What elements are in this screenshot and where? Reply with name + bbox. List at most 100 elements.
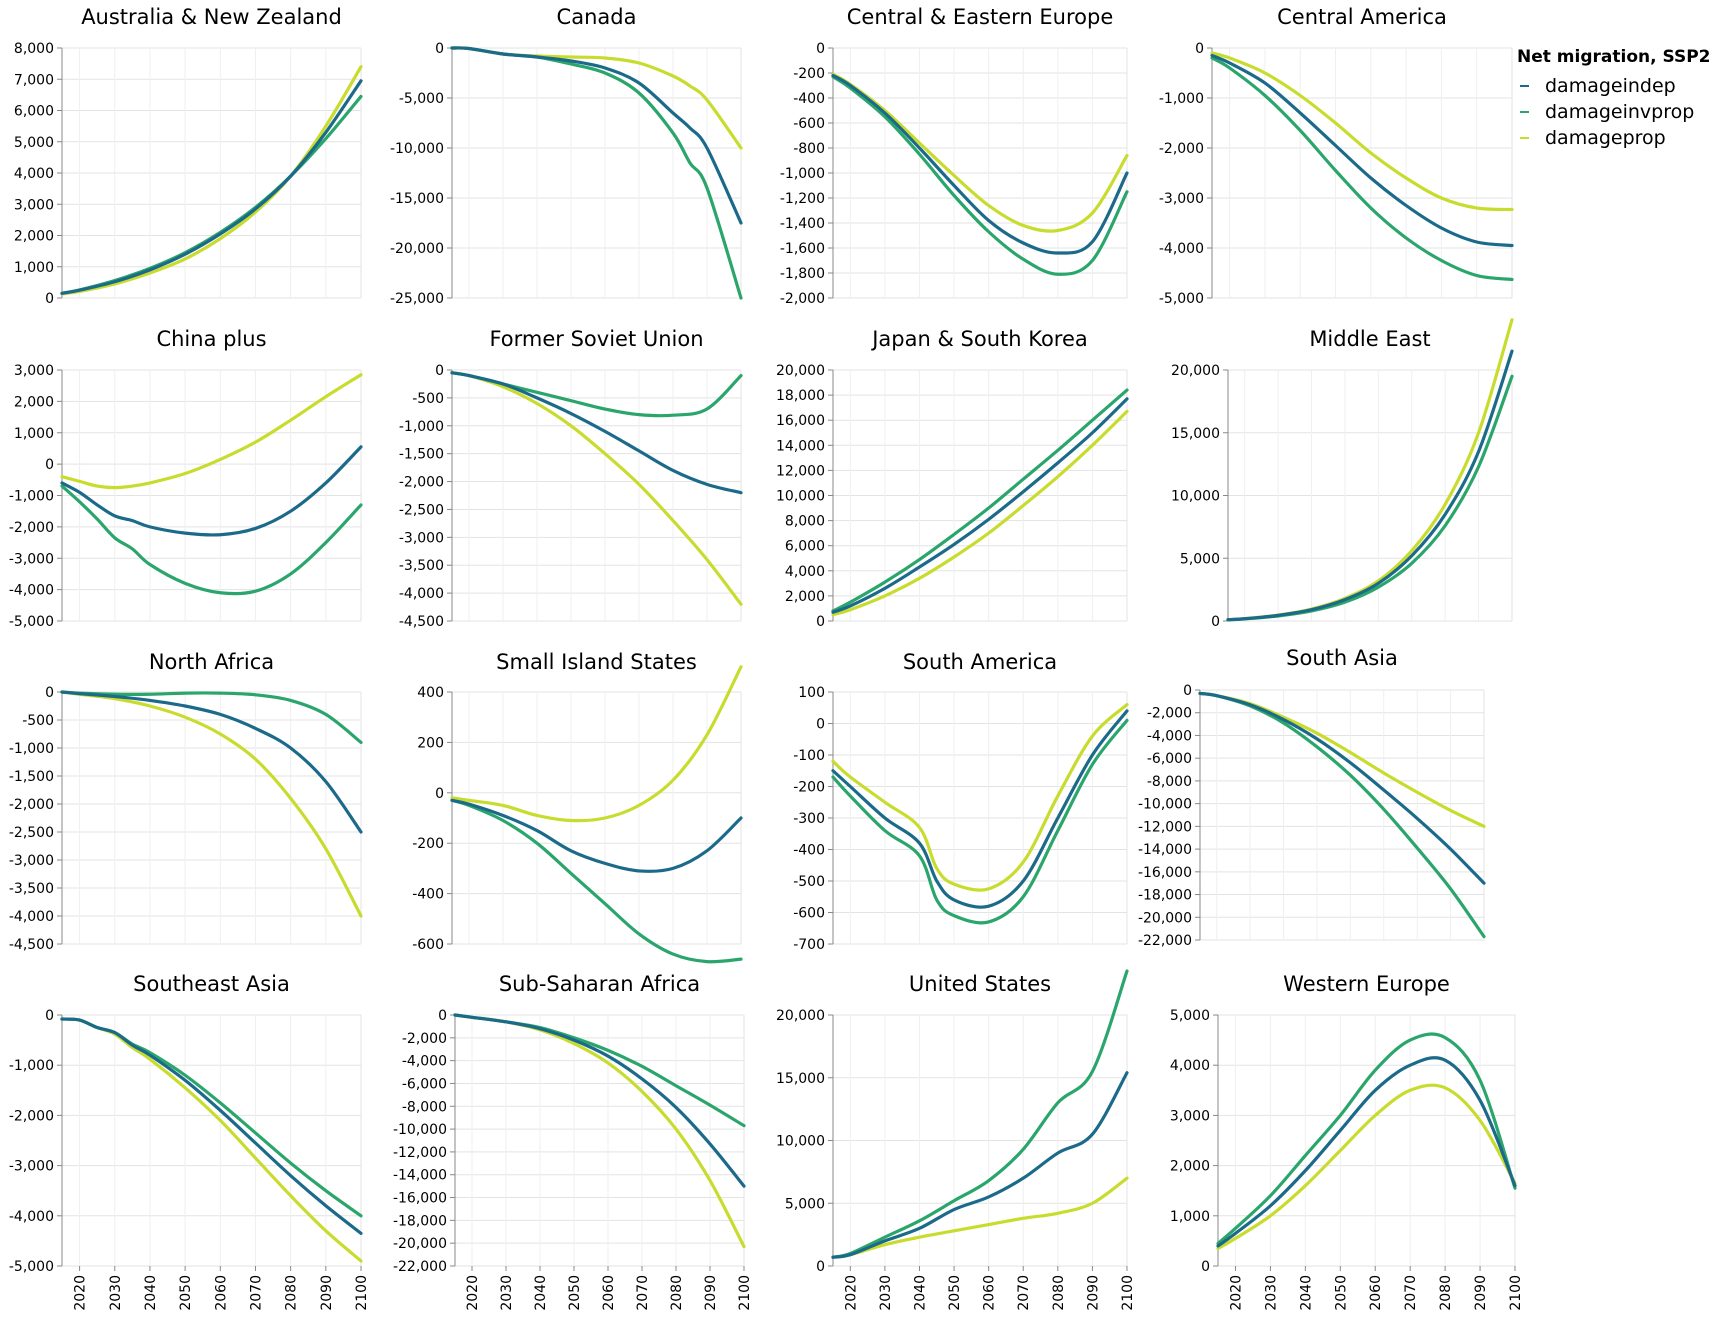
y-tick-label: 10,000 <box>776 489 825 505</box>
legend-label-damageprop: damageprop <box>1545 127 1666 149</box>
y-tick-label: -3,000 <box>399 530 444 546</box>
y-tick-label: -22,000 <box>1138 933 1192 949</box>
x-tick-label: 2100 <box>1508 1275 1524 1311</box>
panel-title: Japan & South Korea <box>870 327 1088 351</box>
y-tick-label: -10,000 <box>393 1122 447 1138</box>
series-line-damageinvprop <box>831 75 1129 276</box>
panel-title: Small Island States <box>496 650 697 674</box>
panel-central-and-eastern-europe: Central & Eastern Europe 0 -200 -400 -600 -80… <box>780 5 1129 307</box>
series-line-damageinvprop <box>450 798 743 964</box>
series-line-damageprop <box>831 703 1129 892</box>
y-tick-label: -1,800 <box>780 266 825 282</box>
y-tick-label: -3,000 <box>9 551 54 567</box>
legend-label-damageindep: damageindep <box>1545 75 1676 97</box>
y-tick-label: -20,000 <box>1138 910 1192 926</box>
y-tick-label: 1,000 <box>14 426 54 442</box>
y-tick-label: 18,000 <box>776 388 825 404</box>
y-tick-label: -14,000 <box>1138 842 1192 858</box>
y-tick-label: 0 <box>816 41 825 57</box>
panel-title: Australia & New Zealand <box>81 5 342 29</box>
y-tick-label: -6,000 <box>402 1076 447 1092</box>
panel-title: Southeast Asia <box>133 972 290 996</box>
legend-title: Net migration, SSP2 <box>1517 47 1711 67</box>
y-tick-label: -1,000 <box>399 419 444 435</box>
x-tick-label: 2030 <box>499 1275 515 1311</box>
panel-central-america: Central America 0 -1,000 -2,000 -3,000 -4,000… <box>1159 5 1514 307</box>
y-tick-label: -1,600 <box>780 241 825 257</box>
y-tick-label: 10,000 <box>776 1134 825 1150</box>
y-tick-label: 1,000 <box>1170 1209 1210 1225</box>
panel-former-soviet-union: Former Soviet Union 0 -500 -1,000 -1,500 -2,0… <box>399 327 743 630</box>
y-tick-label: 3,000 <box>14 197 54 213</box>
panel-japan-and-south-korea: Japan & South Korea 0 2,000 4,000 6,000 8,000… <box>776 327 1129 630</box>
y-tick-label: -1,000 <box>9 741 54 757</box>
series-line-damageinvprop <box>60 1017 363 1218</box>
y-tick-label: -10,000 <box>1138 797 1192 813</box>
y-tick-label: -3,500 <box>399 558 444 574</box>
y-tick-label: -1,500 <box>399 447 444 463</box>
panel-title: Central America <box>1277 5 1447 29</box>
series-line-damageprop <box>1216 1083 1517 1251</box>
y-tick-label: 0 <box>45 1008 54 1024</box>
y-tick-label: -500 <box>412 391 444 407</box>
series-line-damageinvprop <box>450 371 743 418</box>
x-tick-label: 2080 <box>284 1275 300 1311</box>
series-line-damageprop <box>60 65 363 296</box>
y-tick-label: 7,000 <box>14 72 54 88</box>
panel-north-africa: North Africa 0 -500 -1,000 -1,500 -2,000 -2,50… <box>9 650 363 953</box>
y-tick-label: -5,000 <box>1159 291 1204 307</box>
y-tick-label: 5,000 <box>785 1196 825 1212</box>
series-line-damageprop <box>60 1017 363 1263</box>
y-tick-label: -400 <box>793 843 825 859</box>
y-tick-label: -4,500 <box>9 937 54 953</box>
x-tick-label: 2070 <box>1403 1275 1419 1311</box>
series-line-damageindep <box>831 397 1129 614</box>
series-line-damageindep <box>60 445 363 537</box>
y-tick-label: 0 <box>45 457 54 473</box>
y-tick-label: -600 <box>412 937 444 953</box>
series-line-damageinvprop <box>453 1013 746 1128</box>
series-line-damageinvprop <box>450 46 743 300</box>
x-tick-label: 2040 <box>1298 1275 1314 1311</box>
y-tick-label: 3,000 <box>1170 1108 1210 1124</box>
y-tick-label: -300 <box>793 811 825 827</box>
series-line-damageinvprop <box>60 94 363 295</box>
y-tick-label: -1,400 <box>780 216 825 232</box>
x-tick-label: 2050 <box>567 1275 583 1311</box>
series-line-damageprop <box>1210 51 1514 212</box>
y-tick-label: 4,000 <box>1170 1058 1210 1074</box>
legend-label-damageinvprop: damageinvprop <box>1545 101 1694 123</box>
panel-title: Central & Eastern Europe <box>847 5 1114 29</box>
x-tick-label: 2020 <box>1228 1275 1244 1311</box>
panels: Australia & New Zealand 0 1,000 2,000 3,000 4… <box>9 5 1524 1311</box>
series-line-damageindep <box>831 73 1129 255</box>
panel-title: Canada <box>557 5 637 29</box>
y-tick-label: 2,000 <box>785 589 825 605</box>
y-tick-label: 0 <box>1183 683 1192 699</box>
y-tick-label: -12,000 <box>393 1145 447 1161</box>
y-tick-label: 6,000 <box>785 539 825 555</box>
y-tick-label: 6,000 <box>14 104 54 120</box>
y-tick-label: -8,000 <box>1147 774 1192 790</box>
y-tick-label: -10,000 <box>390 141 444 157</box>
y-tick-label: -2,000 <box>1147 706 1192 722</box>
x-tick-label: 2020 <box>843 1275 859 1311</box>
y-tick-label: -600 <box>793 116 825 132</box>
y-tick-label: 5,000 <box>14 135 54 151</box>
series-line-damageindep <box>450 798 743 873</box>
y-tick-label: 12,000 <box>776 463 825 479</box>
series-line-damageinvprop <box>831 969 1129 1259</box>
y-tick-label: -200 <box>793 780 825 796</box>
y-tick-label: -14,000 <box>393 1168 447 1184</box>
y-tick-label: -2,500 <box>9 825 54 841</box>
y-tick-label: -6,000 <box>1147 751 1192 767</box>
y-tick-label: -22,000 <box>393 1259 447 1275</box>
y-tick-label: -4,000 <box>399 586 444 602</box>
panel-title: Sub-Saharan Africa <box>499 972 700 996</box>
y-tick-label: 100 <box>798 685 825 701</box>
series-line-damageindep <box>60 79 363 295</box>
y-tick-label: -2,000 <box>1159 141 1204 157</box>
y-tick-label: 5,000 <box>1180 551 1220 567</box>
y-tick-label: 0 <box>816 614 825 630</box>
y-tick-label: -1,500 <box>9 769 54 785</box>
